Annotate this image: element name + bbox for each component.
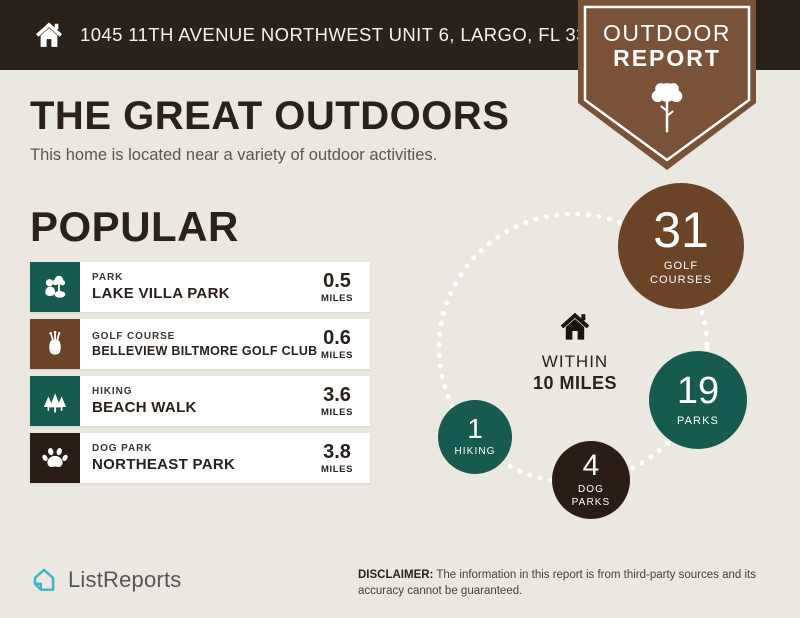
item-name: BEACH WALK	[92, 399, 197, 416]
stat-label: DOG PARKS	[571, 484, 611, 508]
badge-title-line2: REPORT	[613, 45, 721, 71]
park-icon	[30, 262, 80, 312]
list-item-golf-course: GOLF COURSE BELLEVIEW BILTMORE GOLF CLUB…	[30, 319, 370, 369]
item-distance: 0.6	[323, 326, 351, 349]
outdoor-report-badge: OUTDOOR REPORT	[578, 0, 756, 172]
paw-icon	[30, 433, 80, 483]
list-item-hiking: HIKING BEACH WALK 3.6 MILES	[30, 376, 370, 426]
item-distance-unit: MILES	[320, 406, 354, 418]
item-category: GOLF COURSE	[92, 330, 176, 342]
stat-value: 31	[653, 201, 709, 258]
item-category: HIKING	[92, 386, 133, 397]
stat-value: 4	[582, 449, 600, 482]
radius-center-label: WITHIN 10 MILES	[495, 310, 655, 394]
stat-bubble-golf-courses: 31 GOLF COURSES	[618, 183, 744, 309]
within-label: WITHIN	[541, 352, 609, 371]
page-subtitle: This home is located near a variety of o…	[30, 146, 438, 164]
stat-label: GOLF COURSES	[649, 259, 713, 286]
miles-label: 10 MILES	[532, 373, 618, 393]
stat-label: PARKS	[677, 414, 719, 427]
golf-bag-icon	[30, 319, 80, 369]
stat-bubble-parks: 19 PARKS	[649, 351, 747, 449]
popular-heading: POPULAR	[30, 203, 239, 250]
item-name: LAKE VILLA PARK	[92, 285, 230, 302]
item-name: BELLEVIEW BILTMORE GOLF CLUB	[92, 343, 318, 358]
home-icon-center	[557, 310, 593, 348]
disclaimer-label: DISCLAIMER:	[358, 569, 434, 581]
home-icon	[33, 20, 65, 50]
property-address: 1045 11TH AVENUE NORTHWEST UNIT 6, LARGO…	[80, 24, 619, 45]
stat-value: 19	[676, 369, 720, 412]
pine-trees-icon	[30, 376, 80, 426]
item-name: NORTHEAST PARK	[92, 456, 236, 473]
badge-title-line1: OUTDOOR	[602, 20, 732, 46]
stat-label: HIKING	[454, 446, 496, 458]
popular-list: PARK LAKE VILLA PARK 0.5 MILES	[30, 262, 370, 490]
tree-icon	[578, 80, 756, 141]
brand-name: ListReports	[68, 567, 182, 592]
disclaimer-text: DISCLAIMER: The information in this repo…	[358, 569, 756, 598]
stat-bubble-dog-parks: 4 DOG PARKS	[552, 441, 630, 519]
item-distance-unit: MILES	[320, 349, 354, 361]
item-category: DOG PARK	[92, 443, 153, 454]
page-title: THE GREAT OUTDOORS	[30, 94, 510, 138]
item-distance: 3.6	[323, 383, 351, 406]
list-item-dog-park: DOG PARK NORTHEAST PARK 3.8 MILES	[30, 433, 370, 483]
item-distance: 3.8	[323, 440, 351, 463]
listreports-logo: ListReports	[30, 566, 181, 594]
item-distance-unit: MILES	[320, 463, 354, 475]
item-distance: 0.5	[323, 269, 351, 292]
item-distance-unit: MILES	[320, 292, 354, 304]
item-category: PARK	[92, 272, 124, 283]
stat-value: 1	[467, 413, 483, 445]
stat-bubble-hiking: 1 HIKING	[438, 400, 512, 474]
listreports-house-icon	[30, 566, 58, 594]
list-item-park: PARK LAKE VILLA PARK 0.5 MILES	[30, 262, 370, 312]
